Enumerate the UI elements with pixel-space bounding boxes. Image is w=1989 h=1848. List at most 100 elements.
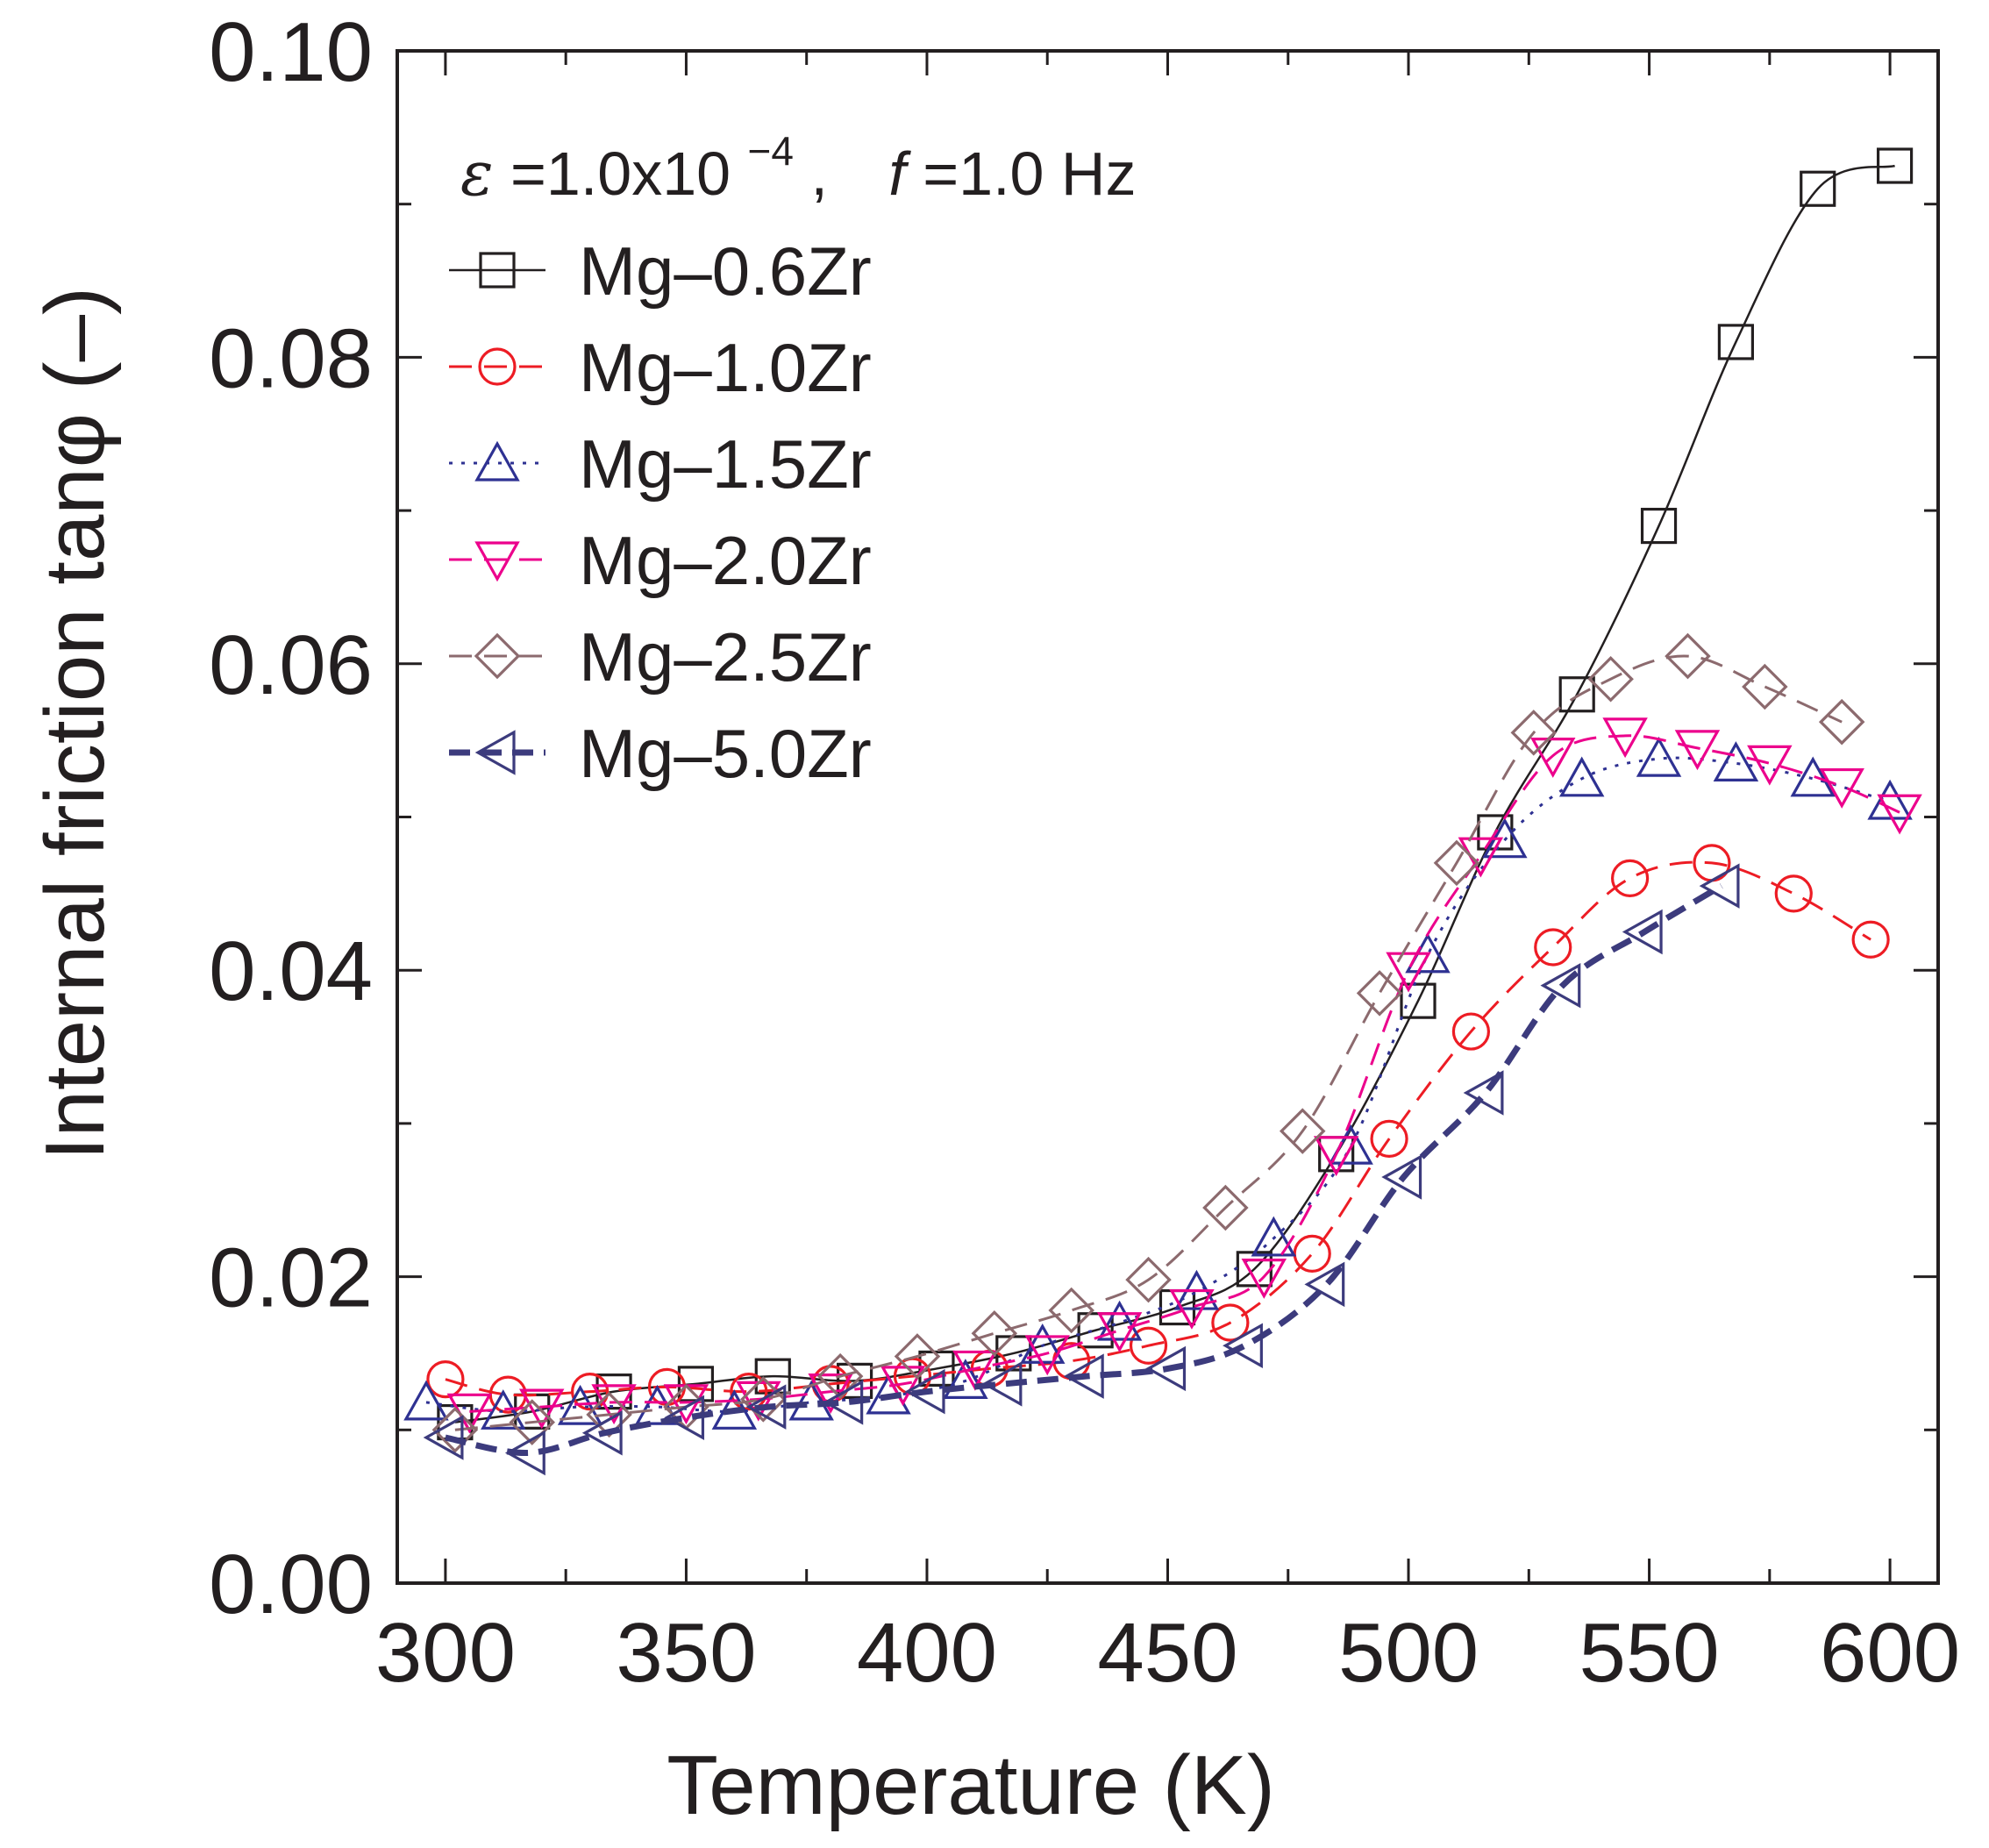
x-tick-label: 600	[1820, 1606, 1960, 1700]
legend-label: Mg–5.0Zr	[579, 715, 872, 792]
data-point	[581, 1410, 623, 1456]
data-point	[571, 1373, 610, 1411]
data-point	[1223, 1323, 1263, 1368]
epsilon-exponent: −4	[748, 128, 794, 174]
data-point	[1169, 1288, 1215, 1330]
legend: Mg–0.6Zr Mg–1.0Zr Mg–1.5Zr Mg–2.0Zr Mg–2.5Zr…	[449, 232, 872, 792]
data-point	[1125, 1256, 1172, 1303]
series-Mg-1.5Zr	[403, 736, 1913, 1430]
data-point	[1304, 1261, 1345, 1308]
y-tick-label: 0.00	[209, 1538, 373, 1631]
legend-item: Mg–5.0Zr	[449, 715, 872, 792]
x-axis-title: Temperature (K)	[667, 1738, 1275, 1832]
y-tick-label: 0.08	[209, 311, 373, 405]
data-point	[1747, 745, 1793, 786]
x-tick-label: 400	[857, 1606, 997, 1700]
data-point	[1587, 656, 1634, 703]
legend-item: Mg–0.6Zr	[449, 232, 872, 310]
data-point	[1610, 859, 1650, 897]
data-point	[1540, 962, 1581, 1009]
data-point	[894, 1333, 941, 1380]
data-point	[509, 1399, 556, 1445]
data-point	[1742, 663, 1788, 710]
data-point	[816, 1352, 864, 1400]
data-point	[1640, 507, 1678, 545]
x-tick-label: 350	[616, 1606, 756, 1700]
x-tick-label: 300	[375, 1606, 516, 1700]
data-point	[1876, 147, 1914, 184]
data-point	[1800, 170, 1836, 207]
legend-label: Mg–0.6Zr	[579, 232, 872, 310]
data-point	[1867, 779, 1913, 820]
series-Mg-1.0Zr	[426, 844, 1890, 1414]
legend-marker	[474, 541, 520, 582]
legend-item: Mg–2.0Zr	[449, 522, 872, 599]
series-line	[445, 860, 1871, 1397]
data-point	[1202, 1184, 1249, 1231]
data-point	[481, 1389, 526, 1430]
legend-marker	[479, 252, 516, 289]
data-point	[504, 1430, 545, 1476]
data-point	[1851, 920, 1890, 959]
data-point	[1386, 952, 1431, 993]
data-point	[426, 1360, 465, 1399]
data-point	[664, 1395, 705, 1441]
epsilon-symbol: ε	[460, 138, 494, 210]
legend-item: Mg–1.0Zr	[449, 329, 872, 406]
data-point	[1774, 874, 1813, 913]
data-point	[586, 1391, 632, 1438]
data-point	[1451, 1012, 1491, 1051]
data-point	[1251, 1216, 1297, 1257]
data-point	[1674, 730, 1721, 771]
data-point	[904, 1368, 945, 1415]
x-tick-label: 550	[1579, 1606, 1719, 1700]
legend-marker	[474, 730, 516, 775]
legend-label: Mg–2.0Zr	[579, 522, 872, 599]
x-tick-label: 450	[1097, 1606, 1237, 1700]
data-point	[823, 1380, 864, 1425]
data-point	[1790, 756, 1836, 797]
data-point	[1241, 1258, 1287, 1299]
data-point	[943, 1359, 988, 1399]
data-point	[1293, 1234, 1331, 1273]
legend-label: Mg–1.5Zr	[579, 425, 872, 503]
data-point	[1370, 1119, 1408, 1158]
data-point	[745, 1384, 787, 1430]
y-tick-label: 0.02	[209, 1231, 373, 1325]
series-line	[469, 734, 1900, 1413]
y-tick-label: 0.06	[209, 618, 373, 712]
data-point	[1063, 1353, 1104, 1399]
data-point	[1510, 710, 1558, 756]
data-point	[981, 1361, 1023, 1407]
data-point	[1699, 863, 1740, 909]
frequency-value: =1.0 Hz	[923, 139, 1136, 208]
data-point	[1602, 717, 1648, 759]
data-point	[1279, 1108, 1326, 1154]
legend-marker	[474, 632, 521, 680]
data-point	[1558, 756, 1605, 797]
data-point	[1665, 632, 1711, 680]
data-point	[403, 1380, 449, 1421]
legend-label: Mg–1.0Zr	[579, 329, 872, 406]
data-point	[1096, 1300, 1143, 1341]
data-point	[1096, 1312, 1143, 1353]
data-point	[1381, 1154, 1422, 1200]
series-line	[454, 654, 1843, 1431]
data-point	[1129, 1326, 1168, 1365]
data-point	[1400, 982, 1436, 1019]
series-line	[454, 164, 1895, 1423]
legend-marker	[478, 347, 517, 386]
data-point	[1530, 738, 1576, 778]
data-point	[1024, 1335, 1070, 1376]
data-point	[1463, 1070, 1504, 1116]
data-point	[1818, 698, 1865, 746]
legend-label: Mg–2.5Zr	[579, 618, 872, 696]
y-tick-label: 0.10	[209, 5, 373, 99]
data-point	[730, 1373, 768, 1411]
data-point	[880, 1366, 926, 1407]
condition-separator: ,	[810, 139, 827, 208]
data-point	[557, 1384, 603, 1425]
series-Mg-2.0Zr	[446, 717, 1922, 1434]
data-point	[952, 1350, 998, 1391]
